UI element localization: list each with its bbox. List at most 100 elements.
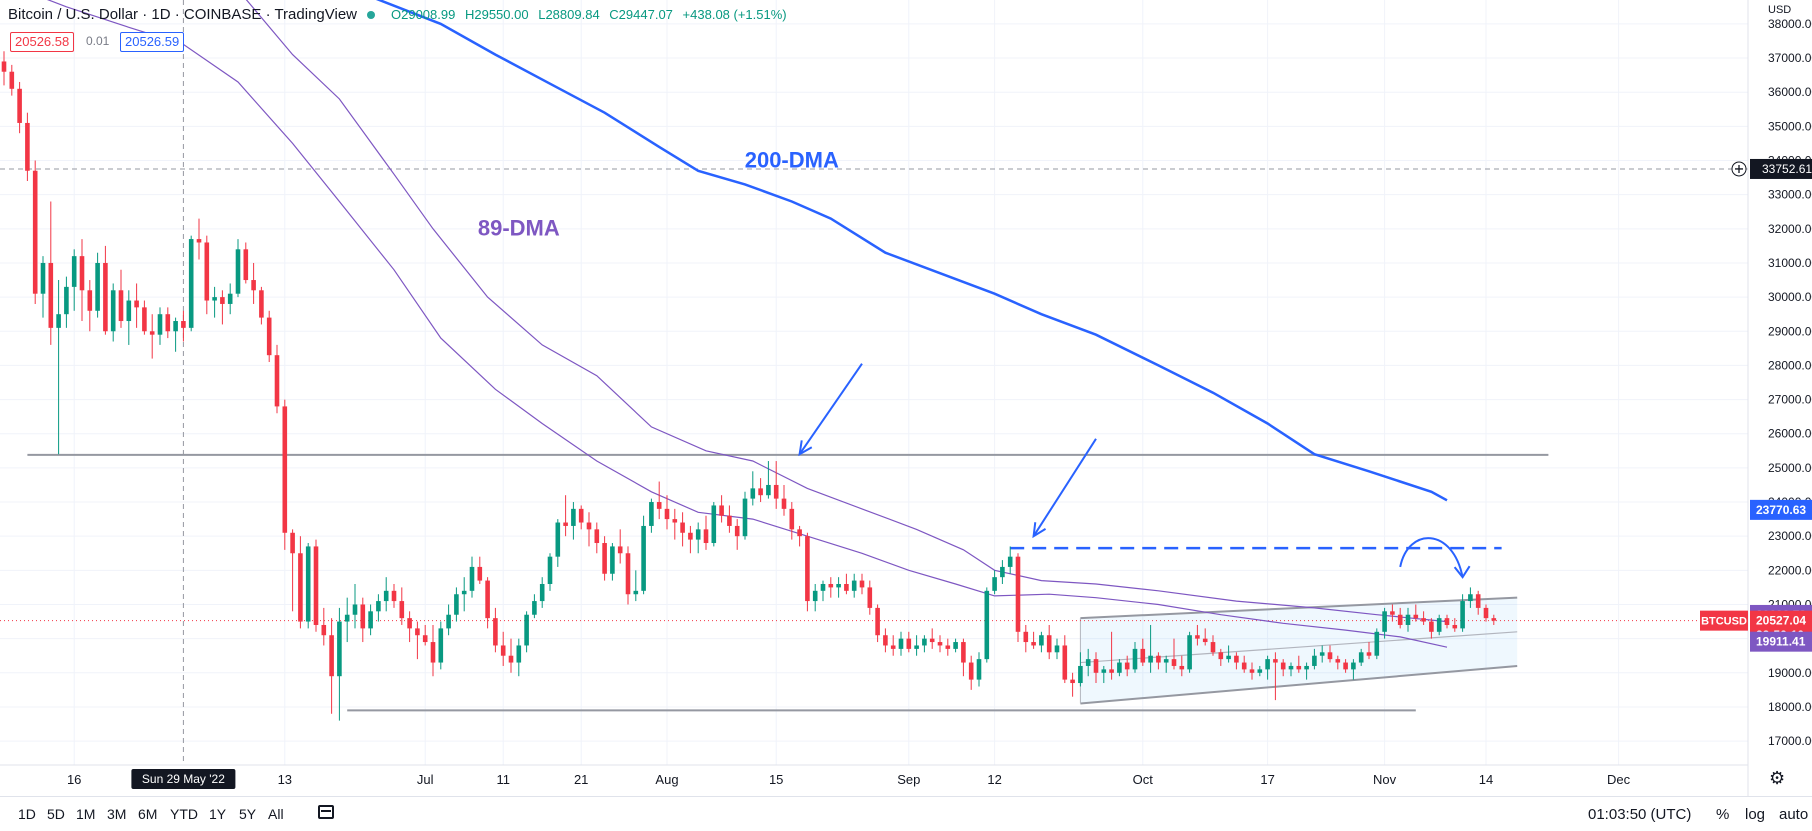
candle-body [1156,655,1161,663]
plus-icon [1735,164,1743,173]
candle-body [1249,669,1255,673]
candle-body [391,590,397,602]
candle-body [399,601,405,619]
candle-body [227,293,233,304]
candle-body [118,290,124,322]
channel-upper-line [1080,596,1518,620]
timeframe-3m[interactable]: 3M [107,806,127,822]
candle-body [126,300,132,322]
calendar-icon[interactable] [318,805,334,819]
price-tick: 33000.00 [1768,188,1812,202]
price-tick: 38000.00 [1768,17,1812,31]
candle-body [344,614,350,622]
candle-body [594,529,600,544]
candle-body [430,642,436,663]
candle-body [719,505,724,516]
price-tick: 30000.00 [1768,290,1812,304]
candle-body [1351,662,1356,670]
candle-body [633,590,639,595]
candle-body [945,645,951,649]
candle-body [1265,659,1270,670]
time-tick: Aug [655,772,678,787]
ma-label: 89-DMA [478,216,560,241]
candle-body [1070,679,1075,684]
candle-body [1000,566,1005,578]
time-tick: Jul [417,772,434,787]
timeframe-5y[interactable]: 5Y [239,806,257,822]
time-axis[interactable]: 16 13 Jul 11 21 Aug 15 Sep 12 Oct 17 Nov 14 Dec Sun 29… [67,769,1631,789]
candle-body [1280,662,1286,670]
candle-body [1015,556,1021,632]
candle-body [656,502,662,509]
candle-body [1421,618,1426,622]
timeframe-1d[interactable]: 1D [18,806,36,822]
price-tick: 19000.00 [1768,666,1812,680]
candle-body [1078,665,1083,684]
timeframe-5d[interactable]: 5D [47,806,65,822]
clock-readout[interactable]: 01:03:50 (UTC) [1588,806,1692,823]
candle-body [1257,669,1263,673]
candle-body [1148,655,1153,663]
ohlc-readout: O29008.99 H29550.00 L28809.84 C29447.07 … [391,7,793,22]
timeframe-1y[interactable]: 1Y [209,806,227,822]
symbol-title-text: Bitcoin / U.S. Dollar · 1D · COINBASE · … [8,6,357,23]
candle-body [695,529,701,540]
50-dma-line [46,0,1448,648]
time-tick: Dec [1607,772,1631,787]
price-tick: 36000.00 [1768,85,1812,99]
candle-body [875,607,880,636]
candle-body [524,614,529,646]
time-tick: 17 [1260,772,1274,787]
timeframe-all[interactable]: All [268,806,284,822]
candle-body [360,604,366,629]
candle-body [1358,652,1364,663]
curved-arrow [1399,537,1464,578]
auto-toggle[interactable]: auto [1779,806,1809,823]
candle-body [1335,659,1341,663]
symbol-title[interactable]: Bitcoin / U.S. Dollar · 1D · COINBASE · … [8,6,381,23]
percent-toggle[interactable]: % [1716,806,1730,823]
candle-body [134,300,139,308]
candle-body [1039,635,1044,646]
candle-body [352,604,358,615]
candle-body [727,515,732,526]
ohlc-close: C29447.07 [609,7,673,22]
candle-body [859,580,865,588]
price-tick: 32000.00 [1768,222,1812,236]
price-axis[interactable]: 38000.0037000.0036000.0035000.0034000.00… [1768,4,1812,748]
candle-body [71,256,77,287]
price-tick: 25000.00 [1768,461,1812,475]
market-status-dot [367,10,375,19]
price-tick: 31000.00 [1768,256,1812,270]
candle-body [64,286,69,315]
candle-body [578,508,584,523]
timeframe-ytd[interactable]: YTD [170,806,198,822]
candle-body [922,638,927,646]
arrow-head [1453,565,1471,579]
price-tick: 27000.00 [1768,393,1812,407]
candle-body [883,635,888,646]
candle-body [851,580,857,591]
gear-icon[interactable]: ⚙ [1769,768,1786,788]
candle-body [1452,624,1458,629]
candle-body [1429,621,1434,632]
ma-label: 200-DMA [745,147,839,172]
candle-body [454,594,459,615]
candle-body [1405,614,1411,625]
candle-body [1031,642,1036,646]
plot-area[interactable] [0,0,1748,796]
timeframe-6m[interactable]: 6M [138,806,158,822]
log-toggle[interactable]: log [1745,806,1766,823]
candle-body [1327,652,1333,660]
candle-body [1163,659,1169,663]
timeframe-1m[interactable]: 1M [76,806,96,822]
candle-body [235,249,241,294]
buy-button[interactable]: 20526.59 [120,32,185,52]
candle-body [266,317,272,356]
candle-body [586,522,592,530]
candlestick-chart[interactable]: 200-DMA 89-DMA 38000.00 37000.00 36000.00 35… [0,0,1812,796]
candle-body [703,529,709,544]
candle-body [500,645,506,656]
ohlc-change: +438.08 (+1.51%) [682,7,787,22]
sell-button[interactable]: 20526.58 [10,32,75,52]
